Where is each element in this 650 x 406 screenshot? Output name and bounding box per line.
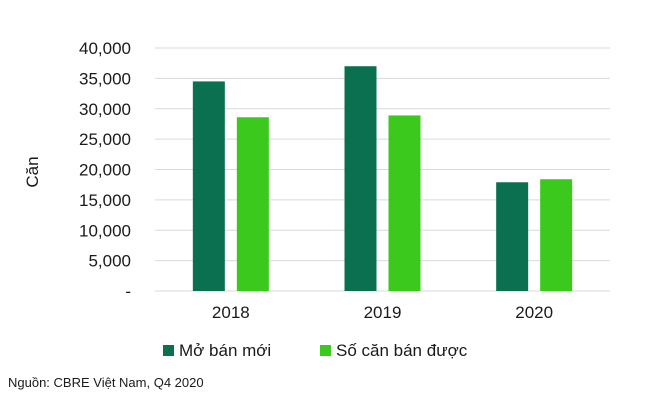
y-axis-label: Căn — [23, 156, 42, 187]
legend-label: Số căn bán được — [336, 341, 468, 360]
bar-2020-series-1 — [496, 182, 529, 291]
bars — [192, 66, 573, 292]
x-tick-label: 2020 — [515, 303, 553, 322]
y-tick-label: - — [125, 282, 131, 301]
y-tick-label: 30,000 — [79, 100, 131, 119]
x-tick-label: 2018 — [212, 303, 250, 322]
y-tick-label: 10,000 — [79, 221, 131, 240]
gridlines — [155, 47, 610, 292]
bar-2019-series-2 — [388, 115, 421, 292]
source-note: Nguồn: CBRE Việt Nam, Q4 2020 — [8, 375, 204, 390]
bar-2019-series-1 — [344, 66, 377, 291]
legend-label: Mở bán mới — [179, 341, 271, 360]
legend-swatch — [320, 345, 331, 356]
legend-swatch — [163, 345, 174, 356]
x-axis-ticks: 2018 2019 2020 — [212, 303, 553, 322]
legend: Mở bán mới Số căn bán được — [163, 341, 468, 360]
y-tick-label: 25,000 — [79, 130, 131, 149]
y-tick-label: 35,000 — [79, 69, 131, 88]
x-tick-label: 2019 — [364, 303, 402, 322]
y-tick-label: 15,000 — [79, 191, 131, 210]
bar-2018-series-1 — [192, 81, 225, 291]
y-tick-label: 5,000 — [88, 252, 131, 271]
y-axis-ticks: - 5,000 10,000 15,000 20,000 25,000 30,000 35,0… — [79, 39, 131, 301]
y-tick-label: 20,000 — [79, 161, 131, 180]
y-tick-label: 40,000 — [79, 39, 131, 58]
bar-2018-series-2 — [236, 117, 269, 291]
bar-2020-series-2 — [540, 179, 573, 291]
